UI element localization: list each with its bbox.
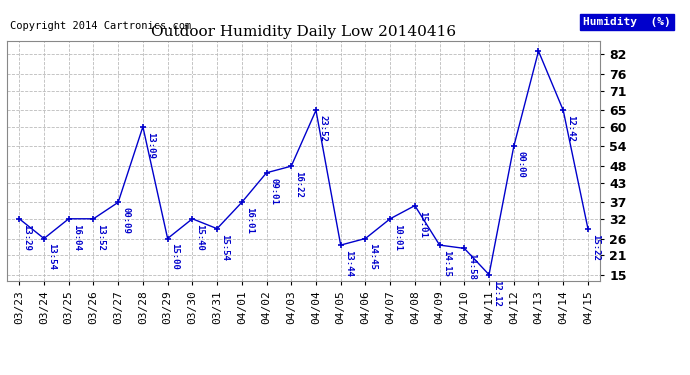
Text: 13:52: 13:52 bbox=[97, 224, 106, 251]
Title: Outdoor Humidity Daily Low 20140416: Outdoor Humidity Daily Low 20140416 bbox=[151, 25, 456, 39]
Text: 14:15: 14:15 bbox=[442, 250, 451, 277]
Text: 00:00: 00:00 bbox=[517, 152, 526, 178]
Text: 12:12: 12:12 bbox=[492, 280, 501, 306]
Text: 15:00: 15:00 bbox=[170, 243, 179, 270]
Text: 13:54: 13:54 bbox=[47, 243, 56, 270]
Text: 15:22: 15:22 bbox=[591, 234, 600, 261]
Text: 10:01: 10:01 bbox=[393, 224, 402, 251]
Text: 15:01: 15:01 bbox=[418, 211, 427, 237]
Text: 23:52: 23:52 bbox=[319, 115, 328, 142]
Text: 16:22: 16:22 bbox=[294, 171, 303, 198]
Text: 14:58: 14:58 bbox=[467, 253, 476, 280]
Text: 15:54: 15:54 bbox=[220, 234, 229, 261]
Text: 09:01: 09:01 bbox=[270, 178, 279, 205]
Text: 13:44: 13:44 bbox=[344, 250, 353, 277]
Text: Copyright 2014 Cartronics.com: Copyright 2014 Cartronics.com bbox=[10, 21, 192, 31]
Text: 14:45: 14:45 bbox=[368, 243, 377, 270]
Text: 13:29: 13:29 bbox=[22, 224, 31, 251]
Text: 13:09: 13:09 bbox=[146, 132, 155, 159]
Text: 16:01: 16:01 bbox=[245, 207, 254, 234]
Text: 16:04: 16:04 bbox=[72, 224, 81, 251]
Text: 15:40: 15:40 bbox=[195, 224, 204, 251]
Text: 12:42: 12:42 bbox=[566, 115, 575, 142]
Text: 00:09: 00:09 bbox=[121, 207, 130, 234]
Text: Humidity  (%): Humidity (%) bbox=[583, 17, 671, 27]
